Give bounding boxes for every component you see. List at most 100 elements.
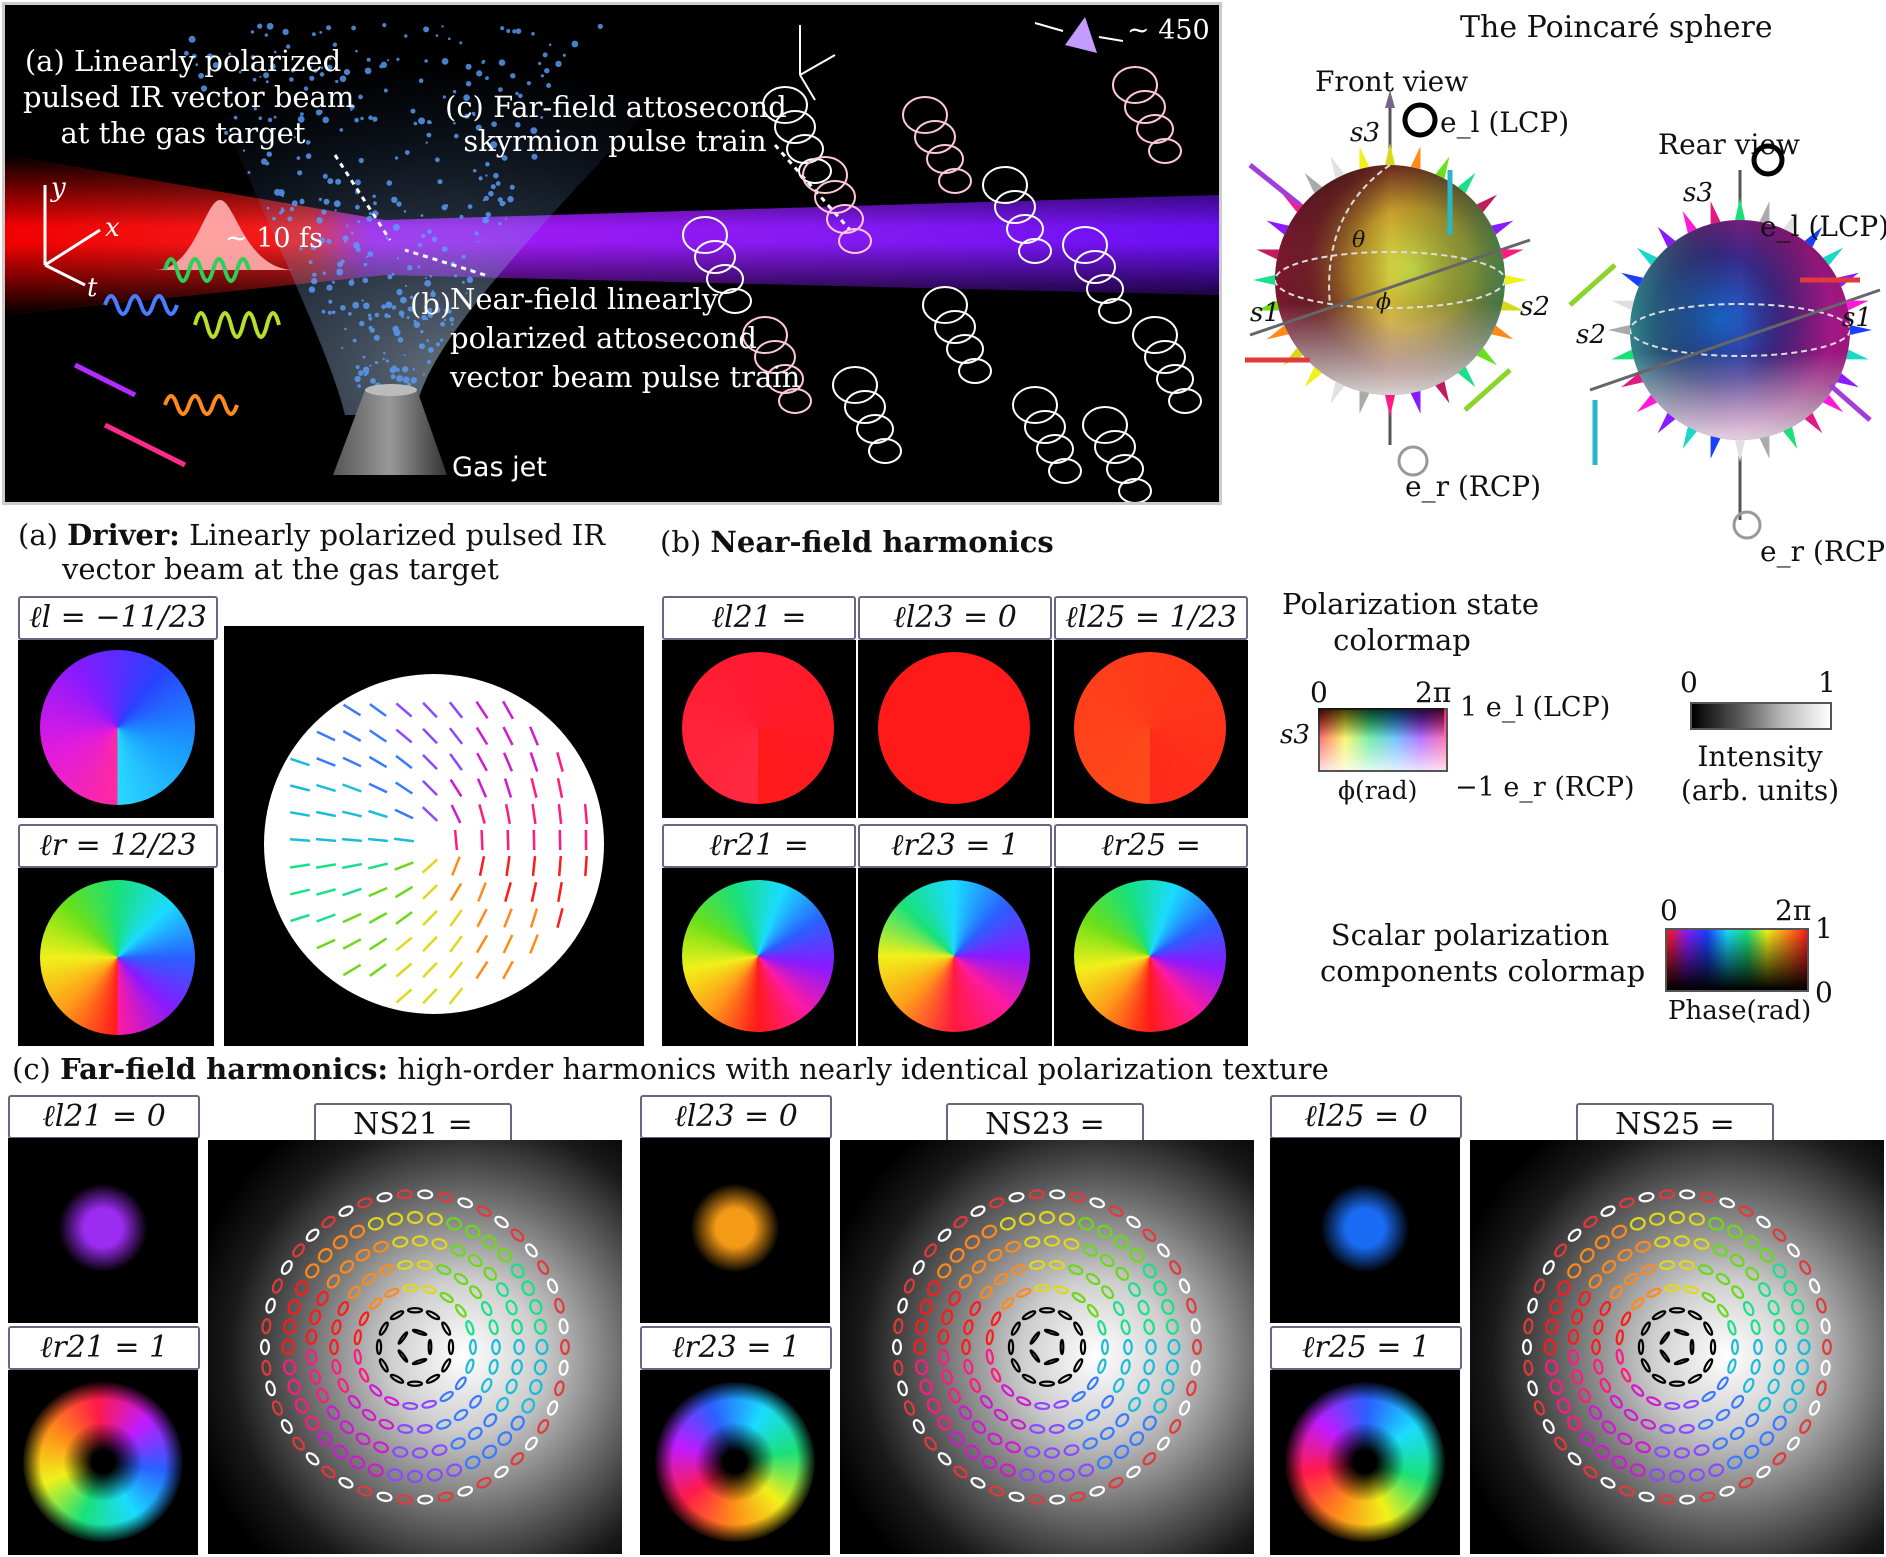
polarization-ellipse	[1127, 1282, 1142, 1298]
scene-label-b-3: vector beam pulse train	[450, 360, 801, 394]
polarization-ellipse	[1673, 1447, 1690, 1459]
rear-s3-label: s3	[1683, 178, 1713, 208]
polarization-ellipse	[1664, 1283, 1681, 1293]
polarization-ellipse	[305, 1228, 320, 1242]
polarization-ellipse	[554, 1380, 565, 1397]
polarization-ellipse	[292, 1436, 306, 1451]
polarization-dash	[502, 934, 514, 954]
polarization-ellipse	[1059, 1338, 1065, 1356]
polarization-ellipse	[1142, 1228, 1157, 1242]
polarization-ellipse	[476, 1205, 492, 1218]
polarization-dash	[556, 777, 564, 799]
polarization-ellipse	[305, 1263, 320, 1279]
polarization-ellipse	[1743, 1444, 1760, 1459]
polarization-ellipse	[309, 1309, 322, 1326]
polarization-dash	[342, 783, 362, 793]
polarization-ellipse	[441, 1358, 452, 1373]
polarization-ellipse	[1126, 1465, 1141, 1479]
panel-c-prefix: (c)	[12, 1052, 51, 1086]
polarization-ellipse	[1786, 1243, 1800, 1258]
polarization-ellipse	[1654, 1446, 1671, 1458]
polarization-ellipse	[1767, 1299, 1780, 1316]
polarization-ellipse	[454, 1376, 467, 1391]
polarization-ellipse	[985, 1348, 994, 1365]
pol-legend-title-2: colormap	[1333, 623, 1471, 657]
polarization-ellipse	[376, 1491, 393, 1502]
polarization-ellipse	[1618, 1197, 1635, 1209]
polarization-ellipse	[1169, 1260, 1182, 1275]
polarization-ellipse	[384, 1287, 400, 1298]
polarization-ellipse	[1057, 1310, 1073, 1321]
near-ell-l-label: ℓl23 = 0	[858, 596, 1052, 640]
polarization-ellipse	[1716, 1376, 1729, 1391]
polarization-ellipse	[1034, 1283, 1051, 1293]
polarization-ellipse	[1611, 1455, 1628, 1470]
pol-legend-lcp: 1 e_l (LCP)	[1460, 692, 1611, 723]
polarization-ellipse	[1629, 1463, 1646, 1477]
intensity-max: 1	[1818, 666, 1836, 699]
polarization-ellipse	[1007, 1338, 1015, 1356]
scene-label-b-2: polarized attosecond	[450, 321, 757, 355]
polarization-ellipse	[378, 1321, 389, 1336]
polarization-ellipse	[1048, 1260, 1065, 1270]
polarization-ellipse	[1549, 1299, 1563, 1315]
polarization-ellipse	[1005, 1240, 1021, 1253]
polarization-dash	[449, 778, 463, 798]
polarization-ellipse	[353, 1348, 362, 1365]
intensity-min: 0	[1680, 666, 1698, 699]
polarization-ellipse	[537, 1419, 550, 1434]
polarization-ellipse	[937, 1328, 950, 1345]
polarization-ellipse	[1127, 1396, 1142, 1412]
polarization-ellipse	[265, 1297, 276, 1314]
polarization-ellipse	[1067, 1418, 1084, 1430]
polarization-ellipse	[397, 1260, 414, 1270]
driver-ell-r-label: ℓr = 12/23	[18, 824, 218, 868]
polarization-ellipse	[924, 1436, 938, 1451]
polarization-ellipse	[1005, 1441, 1021, 1454]
polarization-dash	[422, 935, 438, 953]
polarization-ellipse	[1554, 1436, 1568, 1451]
polarization-ellipse	[1010, 1418, 1027, 1430]
polarization-ellipse	[367, 1217, 384, 1231]
far-ell-r-map	[640, 1370, 830, 1555]
polarization-ellipse	[321, 1215, 336, 1229]
panel-c-title-bold: Far-field harmonics:	[60, 1052, 389, 1086]
polarization-ellipse	[533, 1318, 548, 1335]
polarization-ellipse	[1153, 1397, 1168, 1414]
polarization-ellipse	[1097, 1358, 1107, 1374]
polarization-ellipse	[1115, 1266, 1130, 1281]
polarization-ellipse	[1783, 1397, 1798, 1414]
polarization-ellipse	[1772, 1415, 1787, 1431]
polarization-ellipse	[1165, 1359, 1180, 1376]
polarization-ellipse	[903, 1278, 916, 1294]
polarization-ellipse	[1638, 1192, 1655, 1203]
scene-axis-y: y	[51, 173, 66, 203]
polarization-ellipse	[1743, 1235, 1760, 1250]
polarization-ellipse	[425, 1373, 441, 1384]
polarization-dash	[342, 938, 362, 950]
rear-s2-label: s2	[1576, 320, 1606, 350]
polarization-ellipse	[1609, 1394, 1623, 1409]
polarization-ellipse	[1527, 1297, 1538, 1314]
polarization-ellipse	[326, 1274, 341, 1289]
polarization-dash	[342, 963, 362, 977]
polarization-ellipse	[1651, 1373, 1667, 1384]
polarization-ellipse	[924, 1243, 938, 1258]
rear-el-label: e_l (LCP)	[1760, 210, 1886, 243]
polarization-ellipse	[406, 1307, 424, 1314]
polarization-ellipse	[1601, 1259, 1617, 1274]
polarization-dash	[557, 855, 563, 877]
polarization-ellipse	[510, 1263, 525, 1279]
polarization-ellipse	[1010, 1358, 1021, 1373]
polarization-ellipse	[1169, 1419, 1182, 1434]
polarization-ellipse	[1756, 1215, 1771, 1229]
polarization-ellipse	[1145, 1338, 1157, 1356]
polarization-ellipse	[1143, 1359, 1155, 1376]
polarization-ellipse	[1708, 1217, 1725, 1231]
polarization-ellipse	[511, 1359, 523, 1376]
polarization-ellipse	[1783, 1280, 1798, 1297]
polarization-ellipse	[305, 1452, 320, 1466]
panel-a-title-rest: Linearly polarized pulsed IR	[189, 518, 606, 552]
polarization-dash	[448, 961, 464, 979]
polarization-ellipse	[1542, 1419, 1555, 1434]
